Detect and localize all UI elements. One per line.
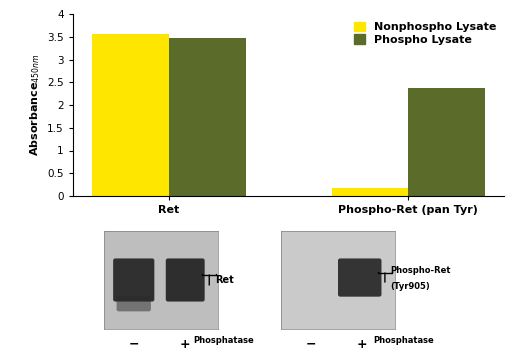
Text: −: − [305,338,316,350]
Bar [169,38,245,196]
Text: +: + [180,338,190,350]
Text: +: + [357,338,367,350]
Text: −: − [128,338,139,350]
Legend: Nonphospho Lysate, Phospho Lysate: Nonphospho Lysate, Phospho Lysate [352,20,499,47]
Bar [93,34,169,196]
Text: Phosphatase: Phosphatase [194,336,254,345]
FancyBboxPatch shape [113,258,154,302]
FancyBboxPatch shape [338,258,382,297]
Text: (Tyr905): (Tyr905) [391,282,431,291]
Text: Ret: Ret [215,275,233,285]
Y-axis label: Absorbance$_{450nm}$: Absorbance$_{450nm}$ [28,54,42,156]
Text: Phosphatase: Phosphatase [373,336,434,345]
Text: Phospho-Ret: Phospho-Ret [391,266,451,275]
FancyBboxPatch shape [116,296,151,312]
Bar [408,88,485,196]
FancyBboxPatch shape [166,258,205,302]
Bar [332,188,408,196]
